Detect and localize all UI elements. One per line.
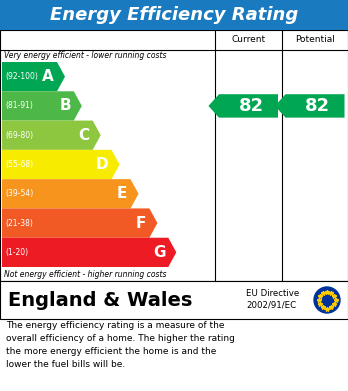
Text: Very energy efficient - lower running costs: Very energy efficient - lower running co… (4, 52, 166, 61)
Text: EU Directive
2002/91/EC: EU Directive 2002/91/EC (246, 289, 299, 309)
Text: The energy efficiency rating is a measure of the
overall efficiency of a home. T: The energy efficiency rating is a measur… (6, 321, 235, 369)
Text: F: F (136, 215, 147, 231)
Polygon shape (2, 91, 82, 120)
Text: E: E (117, 186, 127, 201)
Text: G: G (153, 245, 165, 260)
Text: (55-68): (55-68) (5, 160, 33, 169)
Bar (0, 30, 348, 281)
Polygon shape (2, 150, 120, 179)
Polygon shape (2, 208, 157, 238)
Polygon shape (208, 94, 278, 118)
Text: D: D (96, 157, 109, 172)
Text: Current: Current (231, 36, 266, 45)
Text: (1-20): (1-20) (5, 248, 28, 257)
Text: 82: 82 (239, 97, 264, 115)
Text: Energy Efficiency Rating: Energy Efficiency Rating (50, 6, 298, 24)
Text: (39-54): (39-54) (5, 189, 33, 198)
Bar (0, 0, 348, 30)
Text: C: C (79, 128, 90, 143)
Text: Not energy efficient - higher running costs: Not energy efficient - higher running co… (4, 270, 166, 279)
Circle shape (314, 287, 340, 313)
Text: 82: 82 (305, 97, 330, 115)
Bar (0, 281, 348, 319)
Polygon shape (2, 120, 101, 150)
Text: A: A (42, 69, 54, 84)
Polygon shape (2, 62, 65, 91)
Text: England & Wales: England & Wales (8, 291, 192, 310)
Text: B: B (59, 99, 71, 113)
Polygon shape (275, 94, 345, 118)
Polygon shape (2, 238, 176, 267)
Text: (21-38): (21-38) (5, 219, 33, 228)
Text: (69-80): (69-80) (5, 131, 33, 140)
Text: Potential: Potential (295, 36, 335, 45)
Text: (92-100): (92-100) (5, 72, 38, 81)
Text: (81-91): (81-91) (5, 101, 33, 110)
Polygon shape (2, 179, 139, 208)
